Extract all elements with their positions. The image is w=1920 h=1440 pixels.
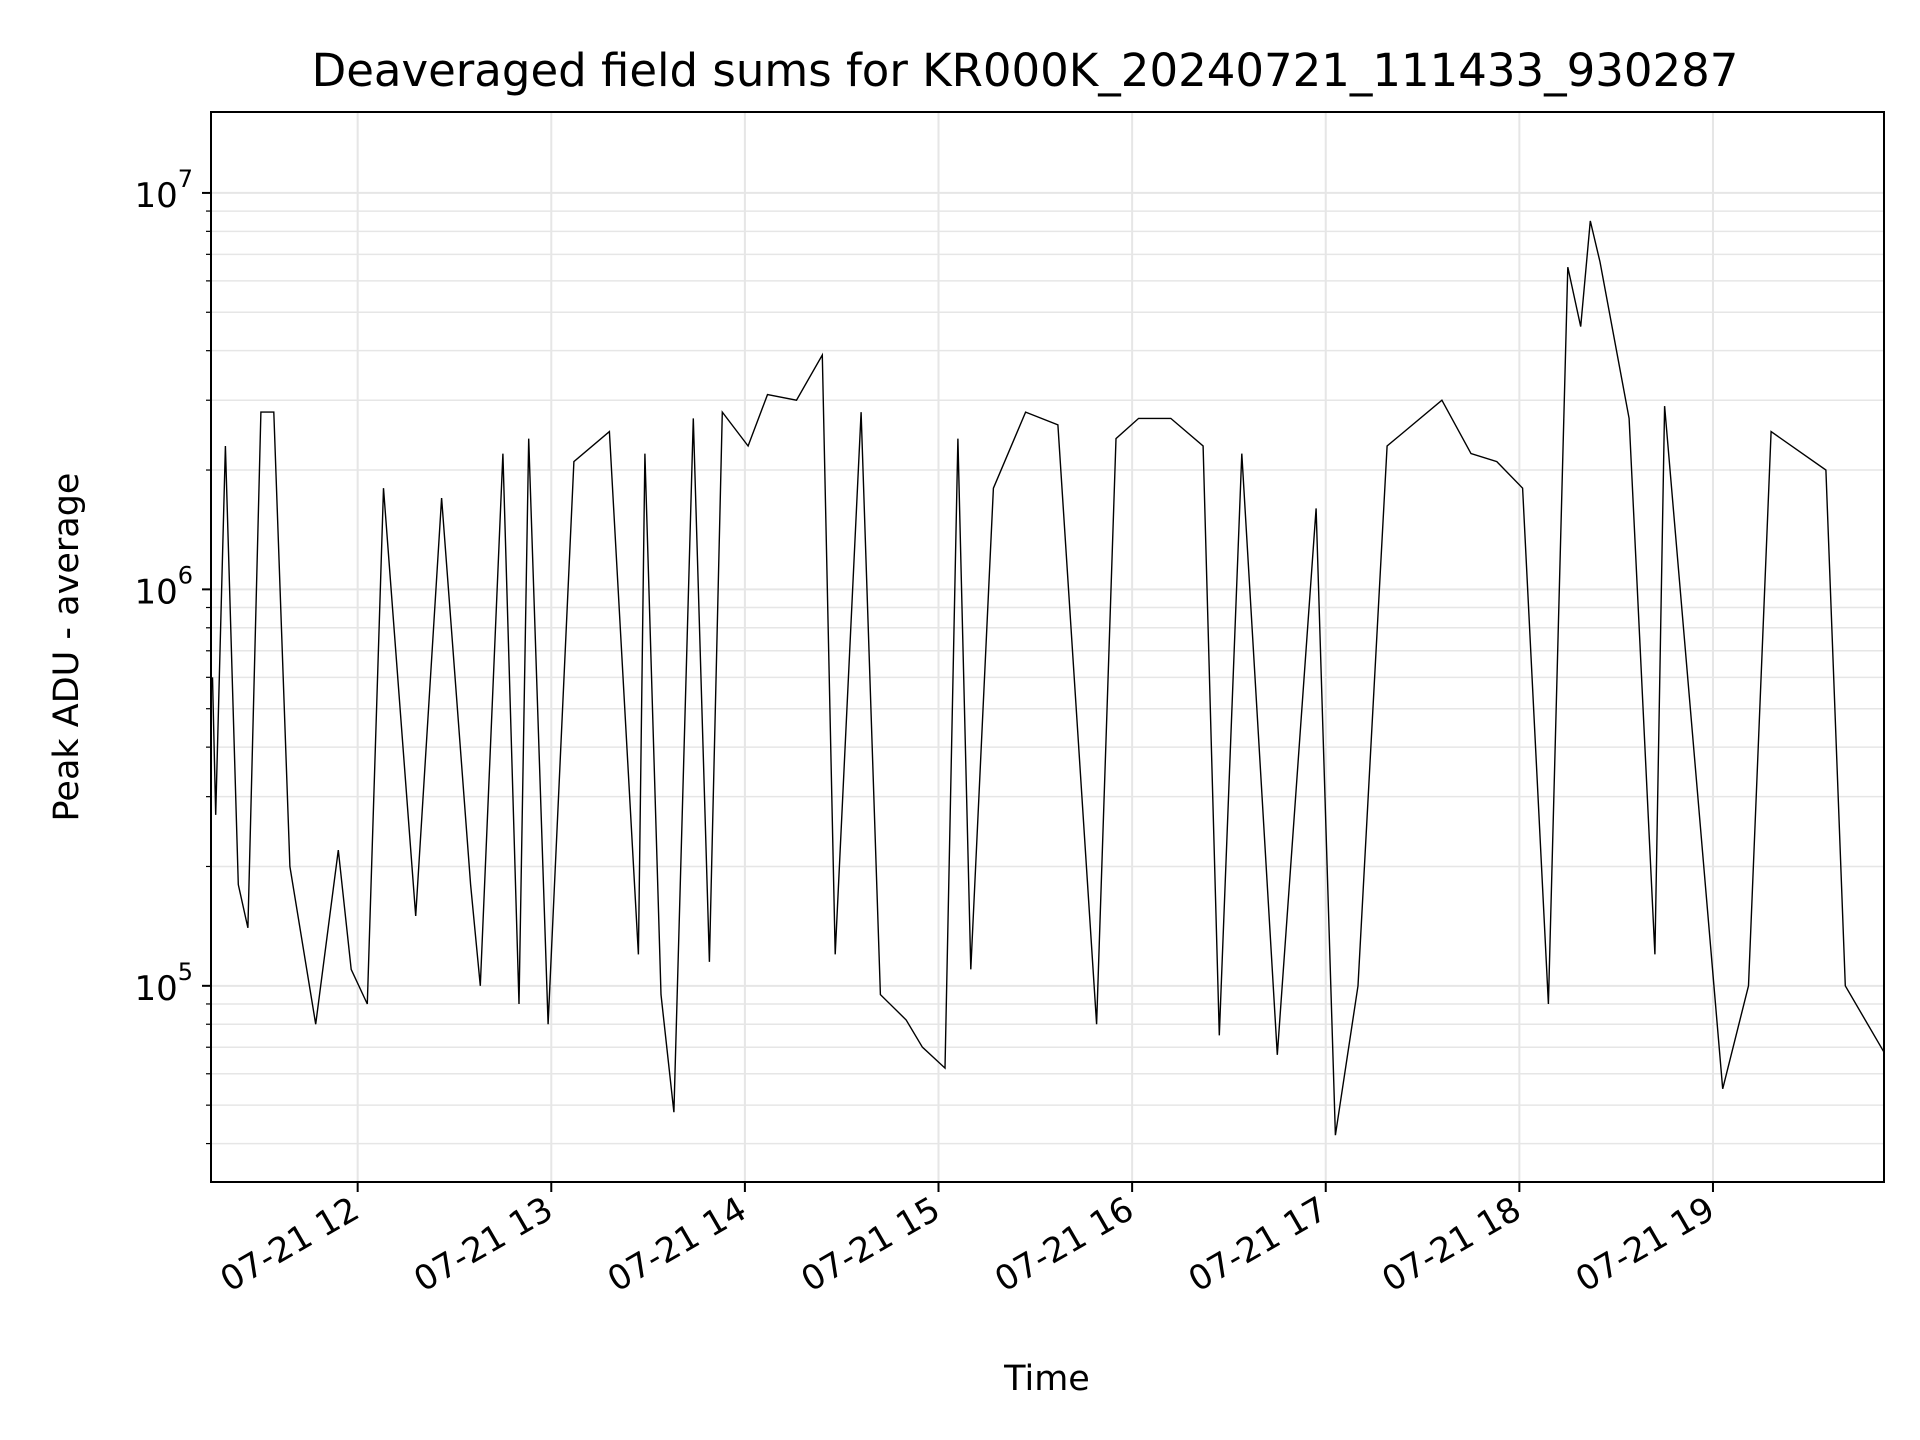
- x-tick-label: 07-21 18: [1375, 1189, 1527, 1300]
- x-tick-label: 07-21 15: [795, 1189, 947, 1300]
- plot-frame: [210, 111, 1885, 1183]
- x-tick-label: 07-21 13: [407, 1189, 559, 1300]
- x-axis-label: Time: [1003, 1359, 1090, 1399]
- x-tick-label: 07-21 12: [214, 1189, 366, 1300]
- y-tick-label: 107: [134, 165, 193, 216]
- y-tick-label: 106: [134, 561, 193, 612]
- x-tick-label: 07-21 14: [601, 1189, 753, 1300]
- x-tick-label: 07-21 19: [1569, 1189, 1721, 1300]
- y-axis-label: Peak ADU - average: [47, 473, 87, 822]
- series-line: [211, 181, 1885, 1136]
- y-axis: 105 106 107: [134, 165, 211, 1145]
- chart-title: Deaveraged field sums for KR000K_2024072…: [312, 44, 1739, 97]
- x-tick-label: 07-21 17: [1182, 1189, 1334, 1300]
- grid: [211, 112, 1884, 1182]
- x-tick-label: 07-21 16: [988, 1189, 1140, 1300]
- y-tick-label: 105: [134, 958, 193, 1009]
- x-axis: 07-21 12 07-21 13 07-21 14 07-21 15 07-21 16…: [214, 1182, 1721, 1300]
